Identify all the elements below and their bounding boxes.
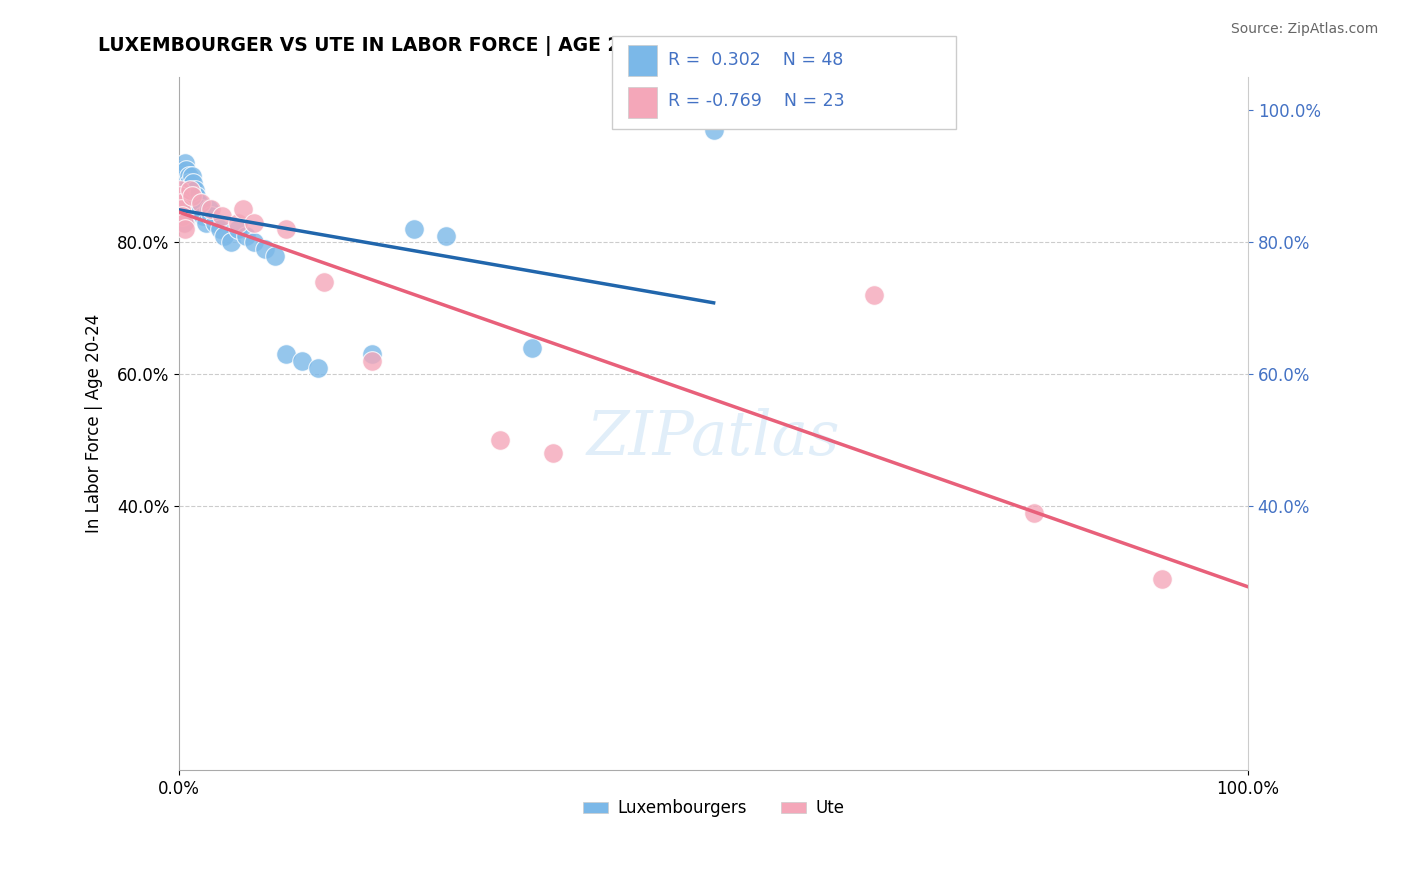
Point [176, 189, 198, 203]
Text: LUXEMBOURGER VS UTE IN LABOR FORCE | AGE 20-24 CORRELATION CHART: LUXEMBOURGER VS UTE IN LABOR FORCE | AGE… [98, 36, 898, 55]
Point [226, 222, 249, 236]
Point [179, 189, 201, 203]
Point [276, 222, 298, 236]
Point [173, 222, 195, 236]
Point [177, 202, 200, 217]
Point [172, 189, 194, 203]
Point [264, 248, 287, 262]
Point [174, 162, 197, 177]
Point [170, 176, 193, 190]
Point [186, 189, 208, 203]
Point [173, 209, 195, 223]
Point [169, 183, 191, 197]
Point [226, 215, 249, 229]
Point [198, 202, 221, 217]
Point [232, 202, 254, 217]
Point [170, 195, 193, 210]
Legend: Luxembourgers, Ute: Luxembourgers, Ute [576, 793, 851, 824]
Point [200, 209, 222, 223]
Point [174, 176, 197, 190]
Point [253, 242, 276, 256]
Point [703, 123, 725, 137]
Y-axis label: In Labor Force | Age 20-24: In Labor Force | Age 20-24 [86, 314, 103, 533]
Point [181, 176, 204, 190]
Point [1024, 506, 1046, 520]
Point [181, 189, 204, 203]
Point [436, 228, 458, 243]
Point [169, 169, 191, 184]
Point [190, 202, 212, 217]
Point [187, 195, 209, 210]
Point [177, 169, 200, 184]
Point [204, 215, 226, 229]
Point [543, 446, 565, 460]
Point [211, 209, 233, 223]
Point [173, 215, 195, 229]
Point [1152, 572, 1174, 586]
Point [173, 215, 195, 229]
Point [170, 183, 193, 197]
Point [177, 176, 200, 190]
Point [863, 288, 886, 302]
Point [170, 202, 193, 217]
Point [173, 202, 195, 217]
Point [404, 222, 426, 236]
Text: R = -0.769    N = 23: R = -0.769 N = 23 [668, 92, 845, 111]
Point [360, 347, 382, 361]
Text: ZIPatlas: ZIPatlas [586, 408, 841, 467]
Text: Source: ZipAtlas.com: Source: ZipAtlas.com [1230, 22, 1378, 37]
Point [212, 228, 235, 243]
Point [177, 195, 200, 210]
Point [169, 189, 191, 203]
Point [307, 360, 329, 375]
Point [173, 156, 195, 170]
Point [235, 228, 257, 243]
Point [195, 215, 218, 229]
Point [190, 195, 212, 210]
Point [243, 235, 266, 250]
Point [276, 347, 298, 361]
Point [179, 183, 201, 197]
Point [184, 183, 207, 197]
Point [243, 215, 266, 229]
Point [169, 162, 191, 177]
Point [312, 275, 335, 289]
Point [180, 195, 202, 210]
Point [520, 341, 543, 355]
Point [200, 202, 222, 217]
Text: R =  0.302    N = 48: R = 0.302 N = 48 [668, 51, 844, 69]
Point [172, 209, 194, 223]
Point [489, 434, 512, 448]
Point [360, 354, 382, 368]
Point [172, 195, 194, 210]
Point [176, 183, 198, 197]
Point [181, 169, 204, 184]
Point [291, 354, 314, 368]
Point [219, 235, 242, 250]
Point [179, 183, 201, 197]
Point [191, 209, 214, 223]
Point [208, 222, 231, 236]
